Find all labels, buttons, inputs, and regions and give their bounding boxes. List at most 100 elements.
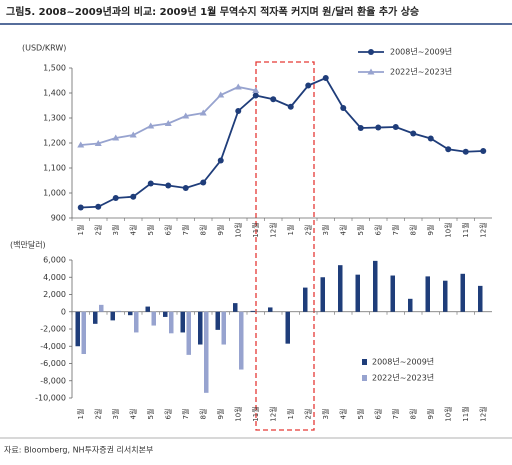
bar	[303, 287, 308, 312]
bar	[221, 311, 226, 345]
bar	[443, 280, 448, 312]
bar	[233, 303, 238, 312]
x-tick-label: 5월	[146, 409, 155, 420]
x-tick-label: 6월	[373, 409, 382, 420]
marker	[445, 146, 452, 153]
bar	[250, 310, 255, 312]
x-tick-label: 2월	[303, 409, 312, 420]
marker	[165, 182, 172, 189]
figure-title: 그림5. 2008~2009년과의 비교: 2009년 1월 무역수지 적자폭 …	[6, 5, 419, 18]
y-tick-label: 1,200	[43, 139, 66, 148]
y-axis-label: (USD/KRW)	[22, 44, 66, 53]
bar	[134, 311, 139, 333]
marker	[200, 179, 207, 186]
y-tick-label: 1,000	[43, 189, 66, 198]
x-tick-label: 11월	[251, 406, 260, 421]
highlight-box	[255, 61, 315, 431]
legend-marker	[367, 68, 375, 75]
x-tick-label: 10월	[443, 406, 452, 421]
bar	[198, 311, 203, 345]
marker	[462, 148, 469, 155]
bar	[128, 311, 133, 316]
y-tick-label: 0	[61, 307, 66, 316]
marker	[112, 134, 120, 141]
marker	[164, 120, 172, 126]
x-tick-label: 8월	[198, 409, 207, 420]
marker	[375, 124, 382, 131]
x-tick-label: 4월	[128, 225, 137, 236]
marker	[427, 135, 434, 142]
x-tick-label: 12월	[478, 406, 487, 421]
x-tick-label: 9월	[216, 409, 225, 420]
bar	[99, 304, 104, 312]
x-tick-label: 3월	[321, 409, 330, 420]
bar	[169, 311, 174, 334]
bar	[204, 311, 209, 393]
marker	[234, 83, 242, 90]
marker	[147, 180, 154, 187]
bar	[239, 311, 244, 370]
bar	[425, 276, 430, 312]
marker	[252, 92, 259, 99]
y-tick-label: 900	[51, 214, 66, 223]
y-tick-label: 6,000	[43, 256, 66, 265]
marker	[94, 140, 102, 146]
bar	[268, 307, 273, 312]
y-tick-label: -6,000	[40, 359, 66, 368]
x-tick-label: 1월	[286, 409, 295, 420]
bar	[320, 277, 325, 312]
bar	[460, 273, 465, 312]
legend-label: 2008년~2009년	[372, 357, 434, 367]
x-tick-label: 7월	[181, 409, 190, 420]
bar	[285, 311, 290, 344]
x-tick-label: 7월	[391, 225, 400, 236]
x-tick-label: 8월	[408, 225, 417, 236]
x-tick-label: 12월	[268, 222, 277, 237]
bar	[180, 311, 185, 333]
marker	[95, 203, 102, 210]
x-tick-label: 5월	[146, 225, 155, 236]
bar	[338, 265, 343, 312]
x-tick-label: 3월	[111, 409, 120, 420]
x-tick-label: 10월	[233, 406, 242, 421]
marker	[77, 204, 84, 211]
x-tick-label: 7월	[181, 225, 190, 236]
bar	[186, 311, 191, 355]
marker	[322, 75, 329, 81]
x-tick-label: 10월	[443, 222, 452, 237]
x-tick-label: 4월	[338, 225, 347, 236]
bar	[390, 275, 395, 312]
marker	[147, 122, 155, 129]
x-tick-label: 2월	[93, 225, 102, 236]
marker	[252, 87, 260, 93]
marker	[357, 125, 364, 131]
y-tick-label: -4,000	[40, 342, 66, 351]
legend-label: 2008년~2009년	[390, 47, 452, 57]
y-tick-label: -10,000	[35, 394, 66, 403]
x-tick-label: 2월	[93, 409, 102, 420]
marker	[340, 105, 347, 111]
x-tick-label: 12월	[478, 222, 487, 237]
legend-label: 2022년~2023년	[390, 67, 452, 77]
x-tick-label: 8월	[408, 409, 417, 420]
x-tick-label: 5월	[356, 409, 365, 420]
y-tick-label: 1,300	[43, 114, 66, 123]
x-tick-label: 9월	[216, 225, 225, 236]
marker	[77, 141, 85, 148]
y-tick-label: 4,000	[43, 273, 66, 282]
bar	[163, 311, 168, 317]
marker	[270, 96, 277, 103]
bar	[81, 311, 86, 355]
x-tick-label: 7월	[391, 409, 400, 420]
marker	[129, 131, 137, 138]
x-tick-label: 4월	[338, 409, 347, 420]
x-tick-label: 11월	[461, 406, 470, 421]
x-tick-label: 1월	[76, 225, 85, 236]
x-tick-label: 6월	[163, 409, 172, 420]
marker	[199, 109, 207, 116]
x-tick-label: 2월	[303, 225, 312, 236]
x-tick-label: 1월	[76, 409, 85, 420]
x-tick-label: 9월	[426, 409, 435, 420]
x-tick-label: 9월	[426, 225, 435, 236]
y-tick-label: 1,500	[43, 64, 66, 73]
